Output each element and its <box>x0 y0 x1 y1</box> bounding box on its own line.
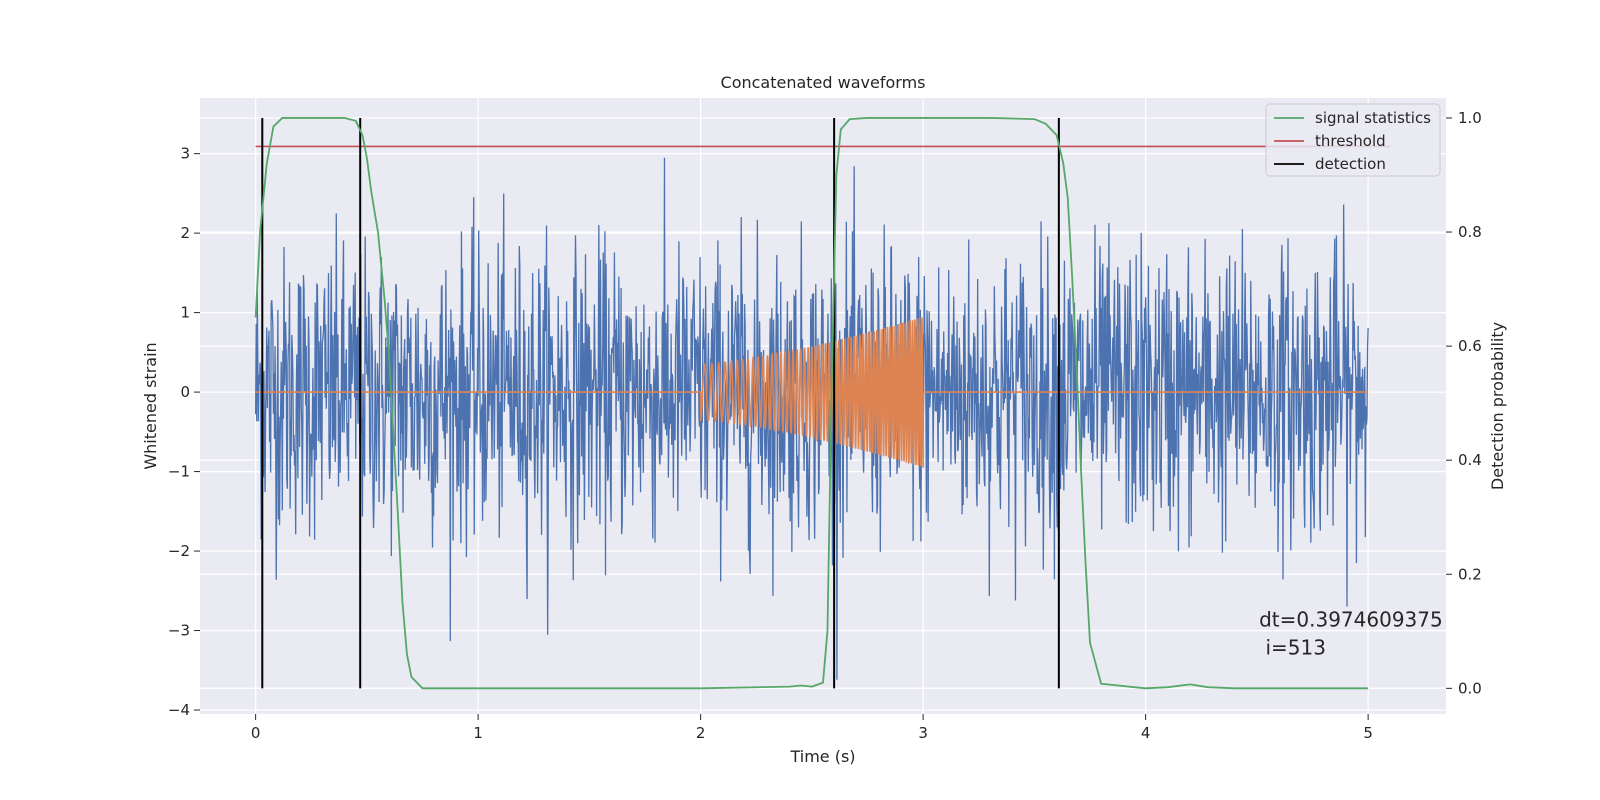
y-tick-label: −1 <box>168 463 190 481</box>
y2-tick-label: 0.2 <box>1458 565 1482 583</box>
legend-label: signal statistics <box>1315 109 1431 127</box>
series-chirp-line <box>255 317 1369 468</box>
y2-tick-label: 0.6 <box>1458 337 1482 355</box>
y2-tick-label: 1.0 <box>1458 109 1482 127</box>
x-tick-label: 2 <box>696 724 706 742</box>
chart-title: Concatenated waveforms <box>721 73 926 92</box>
y-tick-label: 2 <box>180 224 190 242</box>
y2-axis-label: Detection probability <box>1488 322 1507 490</box>
x-tick-label: 0 <box>251 724 261 742</box>
y2-tick-label: 0.0 <box>1458 679 1482 697</box>
y2-tick-label: 0.8 <box>1458 223 1482 241</box>
series-signal-statistics-line <box>254 117 1369 690</box>
y-tick-label: 0 <box>180 383 190 401</box>
y-tick-label: −3 <box>168 622 190 640</box>
y-axis-label: Whitened strain <box>141 342 160 469</box>
legend <box>1265 103 1441 177</box>
annotation-index: i=513 <box>1259 635 1326 659</box>
y-tick-label: −4 <box>168 701 190 719</box>
legend-label: threshold <box>1315 132 1386 150</box>
legend-label: detection <box>1315 155 1386 173</box>
x-tick-label: 3 <box>918 724 928 742</box>
y-tick-label: 3 <box>180 145 190 163</box>
y2-tick-label: 0.4 <box>1458 451 1482 469</box>
y-tick-label: −2 <box>168 542 190 560</box>
x-tick-label: 4 <box>1141 724 1151 742</box>
x-tick-label: 1 <box>473 724 483 742</box>
annotation-dt: dt=0.3974609375 <box>1259 608 1443 632</box>
y-tick-label: 1 <box>180 304 190 322</box>
x-tick-label: 5 <box>1363 724 1373 742</box>
x-axis-label: Time (s) <box>789 747 855 766</box>
